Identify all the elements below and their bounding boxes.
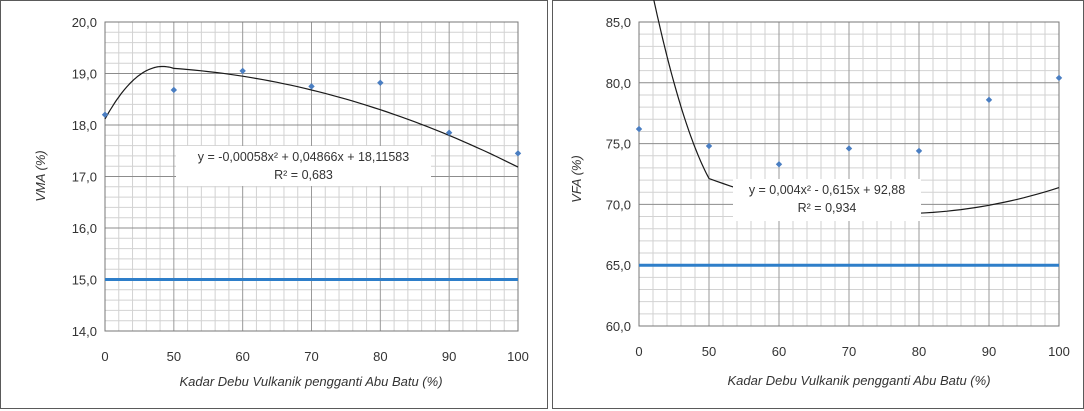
vfa-data-point	[1055, 74, 1063, 82]
vfa-x-tick-label: 100	[1048, 344, 1070, 359]
vma-x-tick-label: 60	[235, 349, 249, 364]
vfa-equation-box	[733, 179, 921, 221]
vfa-x-tick-label: 60	[772, 344, 786, 359]
vma-plot-border	[104, 21, 519, 332]
vfa-y-tick-label: 80,0	[606, 76, 631, 91]
vfa-y-tick-label: 75,0	[606, 137, 631, 152]
vfa-data-point	[915, 147, 923, 155]
vma-y-tick-label: 17,0	[72, 170, 97, 185]
vma-y-tick-label: 18,0	[72, 118, 97, 133]
vfa-y-tick-label: 65,0	[606, 258, 631, 273]
vma-trendline	[104, 65, 519, 168]
vma-x-tick-label: 70	[304, 349, 318, 364]
vma-data-point	[514, 150, 522, 157]
vma-x-tick-label: 50	[167, 349, 181, 364]
vfa-x-axis-title: Kadar Debu Vulkanik pengganti Abu Batu (…	[727, 373, 990, 388]
vma-data-point	[308, 83, 315, 90]
vma-r-squared: R² = 0,683	[274, 168, 333, 182]
vfa-plot-border	[638, 21, 1060, 327]
vma-data-point	[445, 129, 453, 136]
vfa-trend-equation: y = 0,004x² - 0,615x + 92,88	[749, 183, 905, 197]
vma-chart-panel: y = -0,00058x² + 0,04866x + 18,11583 R² =…	[0, 0, 548, 409]
vma-equation-box	[176, 146, 431, 186]
vfa-data-point	[845, 145, 853, 152]
vfa-y-tick-label: 60,0	[606, 319, 631, 334]
vma-x-axis-title: Kadar Debu Vulkanik pengganti Abu Batu (…	[179, 374, 442, 389]
vma-x-tick-label: 0	[101, 349, 108, 364]
vfa-data-point	[705, 142, 713, 150]
vfa-chart: y = 0,004x² - 0,615x + 92,88 R² = 0,934 60…	[569, 0, 1070, 388]
vfa-x-tick-label: 0	[635, 344, 642, 359]
vfa-x-tick-label: 50	[702, 344, 716, 359]
vfa-trendline	[653, 0, 1060, 215]
vma-data-point	[170, 86, 178, 94]
vma-y-tick-label: 15,0	[72, 273, 97, 288]
vma-y-tick-label: 16,0	[72, 221, 97, 236]
vma-x-tick-label: 100	[507, 349, 529, 364]
vma-data-point	[101, 111, 109, 118]
vma-y-tick-label: 19,0	[72, 67, 97, 82]
vma-x-tick-label: 80	[373, 349, 387, 364]
vfa-y-axis-title: VFA (%)	[569, 155, 584, 203]
vfa-y-tick-label: 85,0	[606, 15, 631, 30]
vfa-y-tick-label: 70,0	[606, 197, 631, 212]
vfa-r-squared: R² = 0,934	[798, 201, 857, 215]
vma-y-tick-label: 14,0	[72, 324, 97, 339]
vfa-data-point	[775, 161, 783, 168]
vma-y-tick-label: 20,0	[72, 15, 97, 30]
vma-x-tick-label: 90	[442, 349, 456, 364]
vma-data-point	[239, 67, 246, 75]
vfa-data-point	[985, 96, 993, 104]
vma-trend-equation: y = -0,00058x² + 0,04866x + 18,11583	[198, 150, 409, 164]
vma-y-axis-title: VMA (%)	[33, 150, 48, 202]
vma-data-point	[377, 79, 384, 86]
vfa-x-tick-label: 70	[842, 344, 856, 359]
vfa-x-tick-label: 80	[912, 344, 926, 359]
vfa-data-point	[635, 125, 643, 133]
vma-chart: y = -0,00058x² + 0,04866x + 18,11583 R² =…	[33, 15, 529, 389]
vfa-chart-panel: y = 0,004x² - 0,615x + 92,88 R² = 0,934 60…	[552, 0, 1084, 409]
vfa-x-tick-label: 90	[982, 344, 996, 359]
